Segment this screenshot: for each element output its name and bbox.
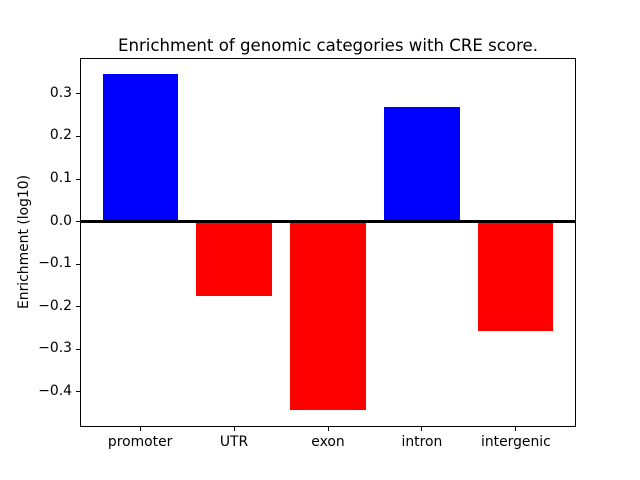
x-tick [139,427,141,432]
bar-UTR [196,221,272,297]
x-tick-label-promoter: promoter [107,434,173,451]
y-tick [76,391,80,393]
y-tick [76,348,80,350]
y-tick [76,135,80,137]
y-tick-label: 0.0 [49,212,72,229]
zero-line [80,220,576,223]
x-tick-label-exon: exon [311,434,345,451]
bar-intron [384,106,460,222]
bar-exon [290,221,366,411]
x-tick-label-UTR: UTR [219,434,249,451]
y-tick-label: 0.3 [49,85,72,101]
y-tick-label: −0.4 [38,382,72,399]
y-tick-label: −0.2 [38,297,72,314]
x-tick-label-intron: intron [401,434,443,451]
x-tick [327,427,329,432]
x-tick [515,427,517,432]
y-tick [76,93,80,95]
y-tick [76,263,80,265]
x-tick-label-intergenic: intergenic [480,434,551,451]
y-tick-label: −0.1 [38,255,72,272]
x-tick [233,427,235,432]
y-tick-label: −0.3 [38,340,72,357]
bar-intergenic [478,221,554,331]
y-tick [76,221,80,223]
bar-promoter [102,74,178,222]
y-tick-label: 0.1 [49,170,72,187]
x-tick [421,427,423,432]
y-tick-label: 0.2 [49,127,72,144]
y-tick [76,306,80,308]
y-tick [76,178,80,180]
chart-title: Enrichment of genomic categories with CR… [117,36,539,55]
y-axis-label: Enrichment (log10) [16,174,32,310]
